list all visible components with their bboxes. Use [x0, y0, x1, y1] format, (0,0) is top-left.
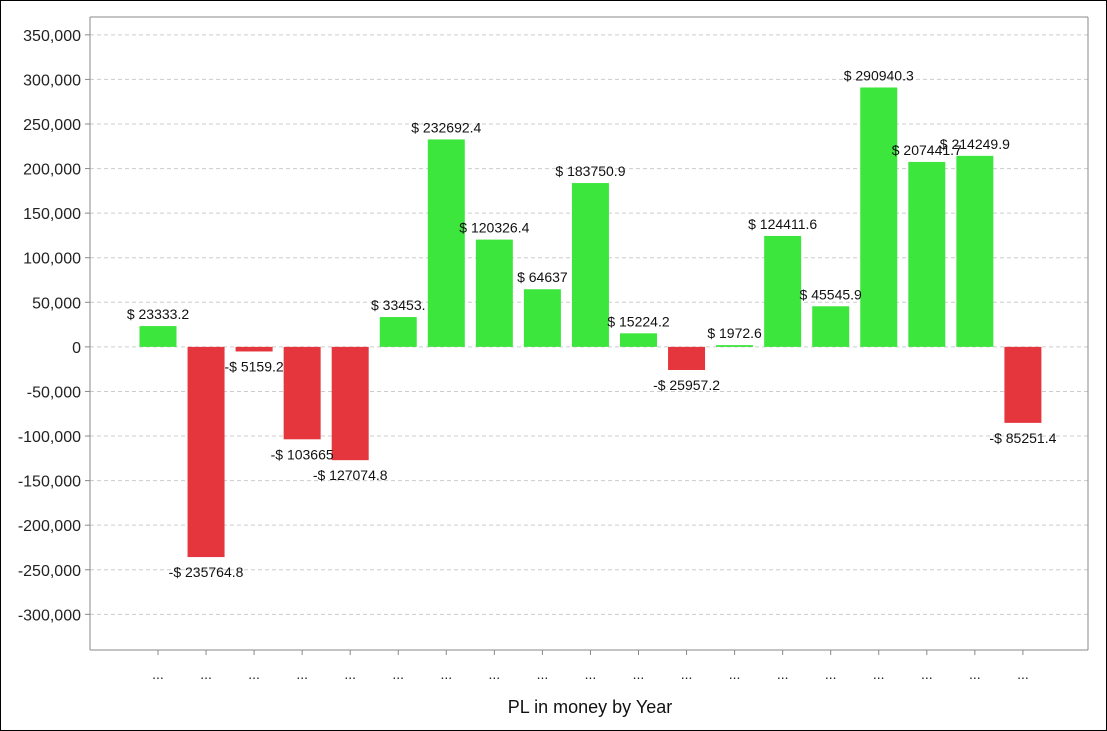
- bar: [812, 306, 850, 347]
- data-label: $ 64637: [517, 269, 568, 285]
- data-label: $ 120326.4: [459, 220, 529, 236]
- bars: [139, 87, 1042, 558]
- bar: [908, 161, 946, 347]
- data-label: $ 23333.2: [127, 306, 189, 322]
- data-label: $ 45545.9: [800, 286, 862, 302]
- bar: [956, 155, 994, 347]
- y-tick-label: -50,000: [27, 384, 81, 401]
- x-tick-label: ...: [200, 666, 212, 682]
- bar: [475, 239, 513, 347]
- y-tick-label: 150,000: [23, 206, 81, 223]
- x-tick-label: ...: [777, 666, 789, 682]
- bar: [235, 346, 273, 352]
- x-tick-label: ...: [633, 666, 645, 682]
- x-tick-label: ...: [344, 666, 356, 682]
- data-label: -$ 103665: [271, 446, 334, 462]
- data-label: $ 232692.4: [411, 119, 481, 135]
- y-tick-label: 100,000: [23, 251, 81, 268]
- x-axis-label: PL in money by Year: [508, 697, 672, 717]
- x-tick-label: ...: [1017, 666, 1029, 682]
- y-tick-label: -300,000: [18, 607, 81, 624]
- y-tick-label: -100,000: [18, 429, 81, 446]
- bar: [1004, 346, 1042, 423]
- bar: [187, 346, 225, 558]
- x-axis: ........................................…: [90, 649, 1088, 682]
- x-tick-label: ...: [585, 666, 597, 682]
- x-tick-label: ...: [248, 666, 260, 682]
- bar: [571, 183, 609, 347]
- y-tick-label: 50,000: [32, 295, 81, 312]
- bar: [764, 235, 802, 347]
- x-tick-label: ...: [152, 666, 164, 682]
- data-label: $ 124411.6: [748, 216, 817, 232]
- data-label: -$ 85251.4: [989, 430, 1056, 446]
- y-tick-label: -150,000: [18, 474, 81, 491]
- data-label: -$ 5159.2: [225, 358, 284, 374]
- bar: [668, 346, 706, 371]
- data-label: $ 183750.9: [555, 163, 625, 179]
- x-tick-label: ...: [489, 666, 501, 682]
- y-tick-label: -200,000: [18, 518, 81, 535]
- x-tick-label: ...: [440, 666, 452, 682]
- x-tick-label: ...: [537, 666, 549, 682]
- y-axis: 350,000 300,000 250,000 200,000 150,000 100,0…: [18, 16, 1089, 650]
- x-tick-label: ...: [969, 666, 981, 682]
- data-label: -$ 235764.8: [169, 564, 244, 580]
- bar: [331, 346, 369, 461]
- x-tick-label: ...: [873, 666, 885, 682]
- x-tick-label: ...: [296, 666, 308, 682]
- bar: [427, 139, 465, 347]
- x-tick-label: ...: [681, 666, 693, 682]
- bar: [860, 87, 898, 347]
- y-tick-label: 350,000: [23, 28, 81, 45]
- x-tick-label: ...: [392, 666, 404, 682]
- data-label: $ 15224.2: [607, 313, 669, 329]
- data-label: -$ 127074.8: [313, 467, 388, 483]
- data-label: -$ 25957.2: [653, 377, 720, 393]
- data-labels: $ 23333.2 -$ 235764.8 -$ 5159.2 -$ 103665 -$…: [127, 67, 1057, 580]
- bar: [283, 346, 321, 440]
- bar: [139, 326, 177, 347]
- y-tick-label: 200,000: [23, 162, 81, 179]
- y-tick-label: -250,000: [18, 563, 81, 580]
- data-label: $ 207441.7: [892, 142, 962, 158]
- x-tick-label: ...: [729, 666, 741, 682]
- y-tick-label: 250,000: [23, 117, 81, 134]
- bar: [620, 333, 657, 347]
- data-label: $ 33453.: [371, 297, 426, 313]
- y-tick-label: 300,000: [23, 72, 81, 89]
- x-tick-label: ...: [921, 666, 933, 682]
- x-tick-label: ...: [825, 666, 837, 682]
- bar: [523, 289, 561, 347]
- data-label: $ 290940.3: [844, 67, 914, 83]
- data-label: $ 1972.6: [707, 325, 762, 341]
- data-label: $ 214249.9: [940, 136, 1010, 152]
- bar: [379, 317, 417, 347]
- bar: [716, 345, 754, 347]
- y-tick-label: 0: [72, 340, 81, 357]
